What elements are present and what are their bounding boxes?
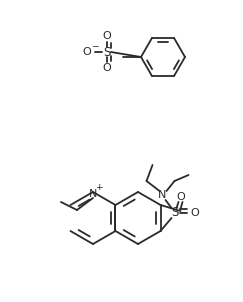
Text: S: S: [103, 46, 111, 59]
Text: N: N: [158, 190, 167, 200]
Text: O: O: [83, 47, 91, 57]
Text: N: N: [89, 189, 97, 199]
Text: O: O: [103, 63, 111, 73]
Text: O: O: [190, 208, 199, 218]
Text: O: O: [103, 31, 111, 41]
Text: O: O: [176, 192, 185, 202]
Text: −: −: [91, 41, 99, 50]
Text: S: S: [171, 207, 178, 220]
Text: +: +: [95, 184, 103, 192]
